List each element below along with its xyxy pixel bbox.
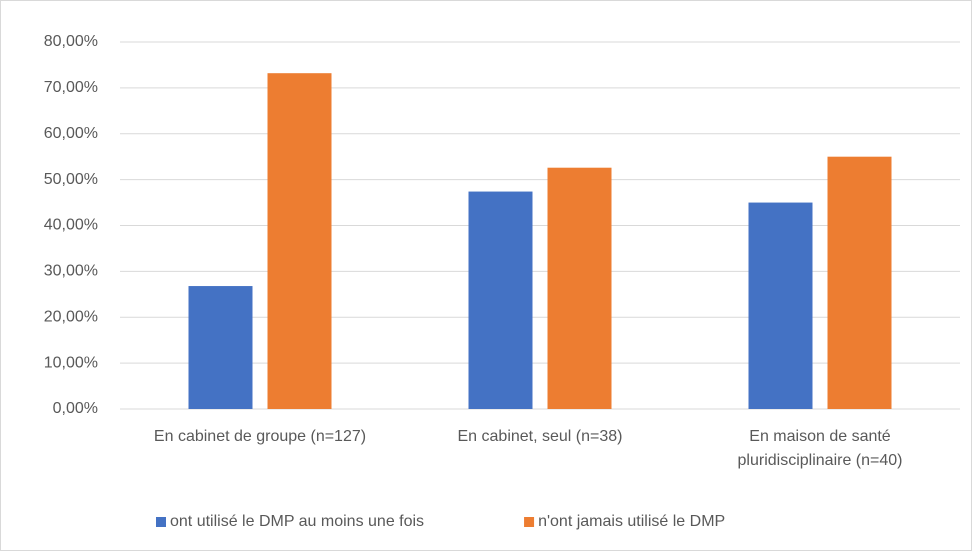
y-tick-label: 60,00% xyxy=(44,125,98,142)
y-tick-label: 10,00% xyxy=(44,354,98,371)
x-tick-label-box: En cabinet de groupe (n=127) xyxy=(153,428,367,445)
legend-swatch xyxy=(156,517,166,527)
x-tick-label-box: En maison de santé pluridisciplinaire (n… xyxy=(737,428,903,469)
bar xyxy=(748,202,813,409)
y-tick-label: 20,00% xyxy=(44,308,98,325)
legend-swatch xyxy=(524,517,535,527)
legend-label: n'ont jamais utilisé le DMP xyxy=(538,513,725,530)
x-tick-label-box: En cabinet, seul (n=38) xyxy=(457,428,623,445)
y-tick-label: 50,00% xyxy=(44,171,98,188)
y-tick-label: 70,00% xyxy=(44,79,98,96)
bar xyxy=(827,156,892,409)
y-tick-label: 40,00% xyxy=(44,217,98,234)
bar xyxy=(267,73,332,409)
y-tick-label: 80,00% xyxy=(44,33,98,50)
y-tick-label: 0,00% xyxy=(53,400,98,417)
bar xyxy=(547,167,612,409)
x-tick-label: En cabinet de groupe (n=127) xyxy=(153,428,367,445)
y-tick-label: 30,00% xyxy=(44,263,98,280)
x-tick-label: En maison de santé pluridisciplinaire (n… xyxy=(737,428,903,469)
x-tick-label: En cabinet, seul (n=38) xyxy=(457,428,623,445)
legend-label: ont utilisé le DMP au moins une fois xyxy=(170,513,424,530)
bar xyxy=(468,191,533,409)
bar xyxy=(188,286,253,409)
